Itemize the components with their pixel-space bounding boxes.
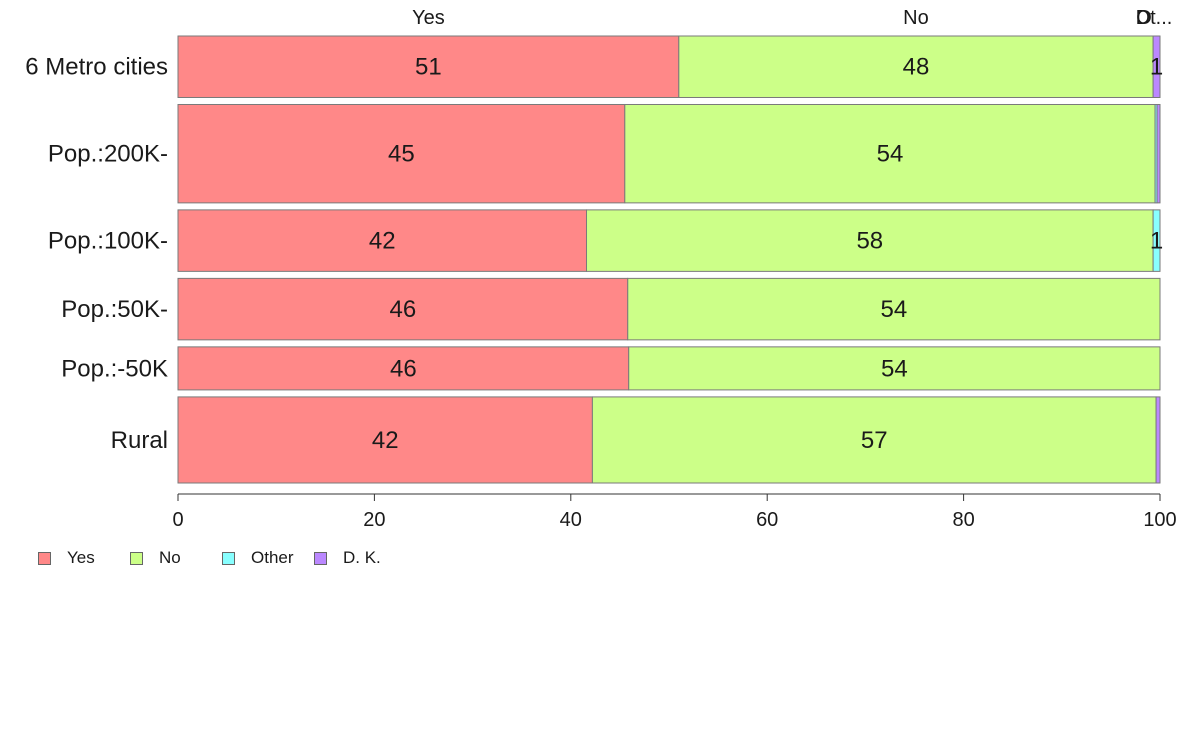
bar-yes-pop-50k (177, 346, 630, 391)
value-label-no-6-metro-cities: 48 (903, 54, 930, 81)
category-label-6-metro-cities: 6 Metro cities (25, 54, 168, 81)
value-label-yes-pop-50k: 46 (390, 355, 417, 382)
bar-d-k-rural (1155, 396, 1161, 484)
legend-swatch-no (130, 551, 143, 565)
legend-item-no: No (130, 548, 222, 568)
x-tick-label-0: 0 (172, 509, 183, 531)
x-tick-label-40: 40 (560, 509, 582, 531)
value-label-yes-6-metro-cities: 51 (415, 54, 442, 81)
bar-yes-pop-50k (177, 277, 629, 341)
bar-no-pop-100k (586, 209, 1154, 272)
bar-no-pop-200k (624, 103, 1156, 204)
top-label-other: O (1136, 7, 1152, 29)
top-label-d-k: Dt... (1136, 7, 1173, 29)
x-tick-label-60: 60 (756, 509, 778, 531)
value-label-yes-pop-200k: 45 (388, 141, 415, 168)
value-label-no-pop-50k: 54 (881, 296, 908, 323)
legend-item-yes: Yes (38, 548, 130, 568)
bar-yes-6-metro-cities (177, 35, 680, 98)
bar-yes-pop-100k (177, 209, 588, 272)
value-label-no-pop-200k: 54 (877, 141, 904, 168)
legend-item-other: Other (222, 548, 314, 568)
bar-yes-rural (177, 396, 593, 484)
bar-no-rural (591, 396, 1157, 484)
legend-label-no: No (159, 548, 181, 567)
category-label-rural: Rural (111, 427, 168, 454)
value-label-yes-pop-100k: 42 (369, 228, 396, 255)
legend-label-yes: Yes (67, 548, 95, 567)
value-label-yes-pop-50k: 46 (390, 296, 417, 323)
top-label-no: No (903, 7, 929, 29)
value-label-d-k-6-metro-cities: 1 (1150, 54, 1163, 81)
bar-other-pop-100k (1152, 209, 1161, 272)
value-label-no-pop-50k: 54 (881, 355, 908, 382)
x-tick-label-100: 100 (1143, 509, 1176, 531)
x-tick-label-80: 80 (952, 509, 974, 531)
legend-label-dk: D. K. (343, 548, 381, 567)
top-label-yes: Yes (412, 7, 445, 29)
bar-no-6-metro-cities (678, 35, 1154, 98)
legend-label-other: Other (251, 548, 294, 567)
legend-item-dk: D. K. (314, 548, 406, 568)
value-label-yes-rural: 42 (372, 427, 399, 454)
legend: Yes No Other D. K. (38, 548, 406, 568)
legend-swatch-yes (38, 551, 51, 565)
category-label-pop-50k: Pop.:50K- (61, 296, 168, 323)
legend-swatch-other (222, 551, 235, 565)
bar-no-pop-50k (627, 277, 1161, 341)
bar-d-k-6-metro-cities (1152, 35, 1161, 98)
bar-no-pop-50k (628, 346, 1161, 391)
x-tick-label-20: 20 (363, 509, 385, 531)
value-label-other-pop-100k: 1 (1150, 228, 1163, 255)
category-label-pop-50k: Pop.:-50K (61, 355, 168, 382)
value-label-no-rural: 57 (861, 427, 888, 454)
legend-swatch-dk (314, 551, 327, 565)
category-label-pop-100k: Pop.:100K- (48, 228, 168, 255)
value-label-no-pop-100k: 58 (856, 228, 883, 255)
category-label-pop-200k: Pop.:200K- (48, 141, 168, 168)
bar-d-k-pop-200k (1156, 103, 1161, 204)
